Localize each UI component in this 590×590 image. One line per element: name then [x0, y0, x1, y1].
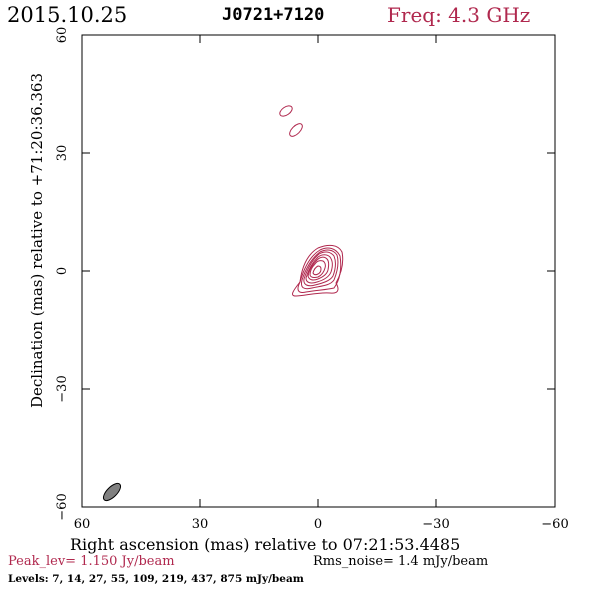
x-tick-label: 0 [314, 517, 322, 532]
contour-level-5 [305, 254, 333, 284]
y-tick-label: 60 [55, 27, 70, 44]
frequency-label: Freq: 4.3 GHz [387, 3, 531, 27]
y-axis-label: Declination (mas) relative to +71:20:36.… [28, 72, 46, 408]
source-contours [292, 244, 344, 297]
y-tick-label: 0 [55, 267, 70, 275]
plot-frame [81, 34, 556, 508]
contour-level-3 [301, 249, 339, 290]
beam-ellipse [102, 482, 122, 502]
contour-level-4 [303, 251, 336, 287]
outer-contour [279, 105, 293, 117]
observation-date: 2015.10.25 [7, 3, 128, 27]
contour-level-8 [312, 265, 322, 276]
outer-contours [279, 105, 303, 137]
tick-marks [81, 34, 556, 508]
x-axis-label: Right ascension (mas) relative to 07:21:… [70, 535, 461, 554]
contour-levels: Levels: 7, 14, 27, 55, 109, 219, 437, 87… [8, 573, 304, 585]
contour-level-2 [297, 247, 342, 293]
source-name: J0721+7120 [222, 5, 325, 25]
contour-level-1 [292, 244, 344, 297]
y-tick-label: −30 [55, 375, 70, 402]
outer-contour [289, 123, 303, 137]
peak-level: Peak_lev= 1.150 Jy/beam [8, 554, 175, 569]
y-tick-label: −60 [55, 493, 70, 520]
x-tick-label: 30 [192, 517, 209, 532]
x-tick-label: 60 [74, 517, 91, 532]
contour-level-6 [307, 256, 330, 281]
rms-noise: Rms_noise= 1.4 mJy/beam [313, 554, 489, 569]
x-tick-label: −30 [422, 517, 449, 532]
contour-level-7 [309, 260, 326, 279]
y-tick-label: 30 [55, 145, 70, 162]
x-tick-label: −60 [541, 517, 568, 532]
